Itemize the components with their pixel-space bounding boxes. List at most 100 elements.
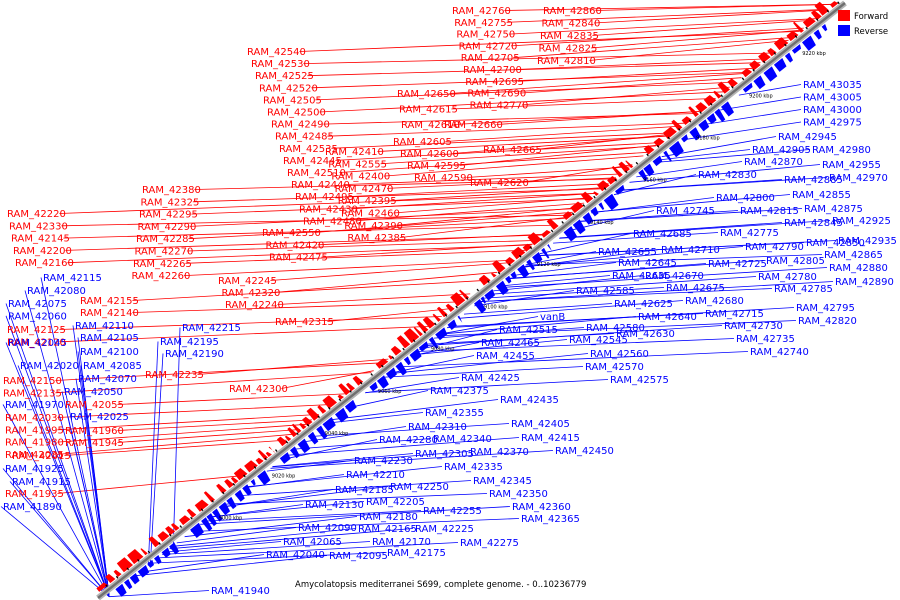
reverse-gene-label[interactable]: RAM_42375 [430, 386, 489, 397]
forward-gene-label[interactable]: RAM_42200 [13, 246, 72, 257]
reverse-gene-label[interactable]: RAM_42670 [645, 271, 704, 282]
forward-gene-label[interactable]: RAM_42510 [287, 168, 346, 179]
reverse-gene-label[interactable]: RAM_42815 [740, 206, 799, 217]
forward-gene-label[interactable]: RAM_41960 [65, 426, 124, 437]
reverse-gene-label[interactable]: RAM_42745 [656, 206, 715, 217]
reverse-gene-label[interactable]: RAM_42425 [461, 373, 520, 384]
forward-gene-label[interactable]: RAM_42620 [470, 178, 529, 189]
reverse-gene-label[interactable]: vanB [540, 312, 565, 323]
forward-gene-label[interactable]: RAM_41995 [5, 425, 64, 436]
reverse-gene-label[interactable]: RAM_41970 [5, 400, 64, 411]
reverse-gene-label[interactable]: RAM_42085 [83, 361, 142, 372]
reverse-gene-label[interactable]: RAM_42040 [266, 550, 325, 561]
reverse-gene-label[interactable]: RAM_42110 [75, 321, 134, 332]
forward-gene-label[interactable]: RAM_42605 [393, 137, 452, 148]
reverse-gene-label[interactable]: RAM_42795 [796, 303, 855, 314]
reverse-gene-label[interactable]: RAM_42655 [598, 247, 657, 258]
reverse-gene-label[interactable]: RAM_42625 [614, 299, 673, 310]
reverse-gene-label[interactable]: RAM_42060 [8, 311, 67, 322]
forward-gene-label[interactable]: RAM_42695 [465, 77, 524, 88]
forward-gene-label[interactable]: RAM_42615 [399, 105, 458, 116]
reverse-gene-label[interactable]: RAM_42820 [798, 316, 857, 327]
forward-gene-label[interactable]: RAM_42835 [540, 31, 599, 42]
forward-gene-label[interactable]: RAM_42270 [135, 247, 194, 258]
reverse-gene-label[interactable]: RAM_42630 [616, 329, 675, 340]
reverse-gene-label[interactable]: RAM_42970 [829, 173, 888, 184]
forward-gene-label[interactable]: RAM_42445 [283, 156, 342, 167]
reverse-gene-label[interactable]: RAM_41925 [5, 464, 64, 475]
reverse-gene-label[interactable]: RAM_42415 [521, 433, 580, 444]
reverse-gene-label[interactable]: RAM_42250 [390, 482, 449, 493]
reverse-gene-label[interactable]: RAM_42180 [359, 512, 418, 523]
reverse-gene-label[interactable]: RAM_42980 [812, 145, 871, 156]
reverse-gene-label[interactable]: RAM_42130 [305, 500, 364, 511]
reverse-gene-label[interactable]: RAM_43000 [803, 105, 862, 116]
reverse-gene-label[interactable]: RAM_42435 [500, 395, 559, 406]
reverse-gene-label[interactable]: RAM_42580 [586, 323, 645, 334]
reverse-gene-label[interactable]: RAM_42805 [766, 256, 825, 267]
reverse-gene-label[interactable]: RAM_42075 [8, 299, 67, 310]
reverse-gene-label[interactable]: RAM_42365 [521, 514, 580, 525]
forward-gene-label[interactable]: RAM_42530 [251, 59, 310, 70]
reverse-gene-label[interactable]: RAM_42570 [585, 362, 644, 373]
forward-gene-label[interactable]: RAM_42470 [335, 184, 394, 195]
forward-gene-label[interactable]: RAM_42325 [141, 197, 200, 208]
forward-gene-label[interactable]: RAM_42420 [266, 240, 325, 251]
reverse-gene-label[interactable]: RAM_42725 [708, 259, 767, 270]
forward-gene-label[interactable]: RAM_42490 [271, 120, 330, 131]
reverse-gene-label[interactable]: RAM_42185 [335, 485, 394, 496]
reverse-gene-label[interactable]: RAM_42205 [366, 497, 425, 508]
reverse-gene-label[interactable]: RAM_42560 [590, 349, 649, 360]
forward-gene-label[interactable]: RAM_42610 [401, 120, 460, 131]
forward-gene-label[interactable]: RAM_42030 [5, 413, 64, 424]
reverse-gene-label[interactable]: RAM_42710 [661, 245, 720, 256]
reverse-gene-label[interactable]: RAM_42925 [832, 216, 891, 227]
forward-gene-label[interactable]: RAM_42505 [263, 95, 322, 106]
forward-gene-label[interactable]: RAM_42220 [7, 209, 66, 220]
reverse-gene-label[interactable]: RAM_42095 [329, 551, 388, 562]
forward-gene-label[interactable]: RAM_42135 [3, 388, 62, 399]
forward-gene-label[interactable]: RAM_42840 [542, 19, 601, 30]
forward-gene-label[interactable]: RAM_42140 [80, 308, 139, 319]
forward-gene-label[interactable]: RAM_42295 [139, 210, 198, 221]
forward-gene-label[interactable]: RAM_42760 [452, 6, 511, 17]
forward-gene-label[interactable]: RAM_42540 [247, 47, 306, 58]
reverse-gene-label[interactable]: RAM_42845 [784, 218, 843, 229]
reverse-gene-label[interactable]: RAM_43005 [803, 93, 862, 104]
reverse-gene-label[interactable]: RAM_42850 [806, 238, 865, 249]
reverse-gene-label[interactable]: RAM_43035 [803, 80, 862, 91]
forward-gene-label[interactable]: RAM_42520 [259, 83, 318, 94]
forward-gene-label[interactable]: RAM_42240 [225, 300, 284, 311]
reverse-gene-label[interactable]: RAM_42405 [511, 419, 570, 430]
forward-gene-label[interactable]: RAM_42285 [136, 234, 195, 245]
forward-gene-label[interactable]: RAM_42330 [9, 221, 68, 232]
reverse-gene-label[interactable]: RAM_42345 [473, 476, 532, 487]
forward-gene-label[interactable]: RAM_42750 [456, 30, 515, 41]
forward-gene-label[interactable]: RAM_42440 [291, 180, 350, 191]
forward-gene-label[interactable]: RAM_42150 [3, 376, 62, 387]
reverse-gene-label[interactable]: RAM_42450 [555, 446, 614, 457]
forward-gene-label[interactable]: RAM_42475 [269, 253, 328, 264]
forward-gene-label[interactable]: RAM_42155 [80, 296, 139, 307]
forward-gene-label[interactable]: RAM_42810 [537, 56, 596, 67]
forward-gene-label[interactable]: RAM_41945 [65, 438, 124, 449]
reverse-gene-label[interactable]: RAM_42065 [283, 537, 342, 548]
reverse-gene-label[interactable]: RAM_42170 [372, 537, 431, 548]
forward-gene-label[interactable]: RAM_42500 [267, 108, 326, 119]
reverse-gene-label[interactable]: RAM_42360 [512, 502, 571, 513]
forward-gene-label[interactable]: RAM_42300 [229, 384, 288, 395]
reverse-gene-label[interactable]: RAM_42335 [444, 462, 503, 473]
reverse-gene-label[interactable]: RAM_42875 [804, 204, 863, 215]
forward-gene-label[interactable]: RAM_42320 [222, 288, 281, 299]
forward-gene-label[interactable]: RAM_42015 [12, 451, 71, 462]
forward-gene-label[interactable]: RAM_42600 [400, 149, 459, 160]
forward-gene-label[interactable]: RAM_42690 [467, 89, 526, 100]
forward-gene-label[interactable]: RAM_42290 [138, 222, 197, 233]
reverse-gene-label[interactable]: RAM_42830 [698, 170, 757, 181]
reverse-gene-label[interactable]: RAM_42880 [829, 263, 888, 274]
forward-gene-label[interactable]: RAM_42825 [539, 44, 598, 55]
forward-gene-label[interactable]: RAM_42535 [279, 144, 338, 155]
reverse-gene-label[interactable]: RAM_42785 [774, 284, 833, 295]
forward-gene-label[interactable]: RAM_42430 [299, 204, 358, 215]
forward-gene-label[interactable]: RAM_42665 [483, 145, 542, 156]
